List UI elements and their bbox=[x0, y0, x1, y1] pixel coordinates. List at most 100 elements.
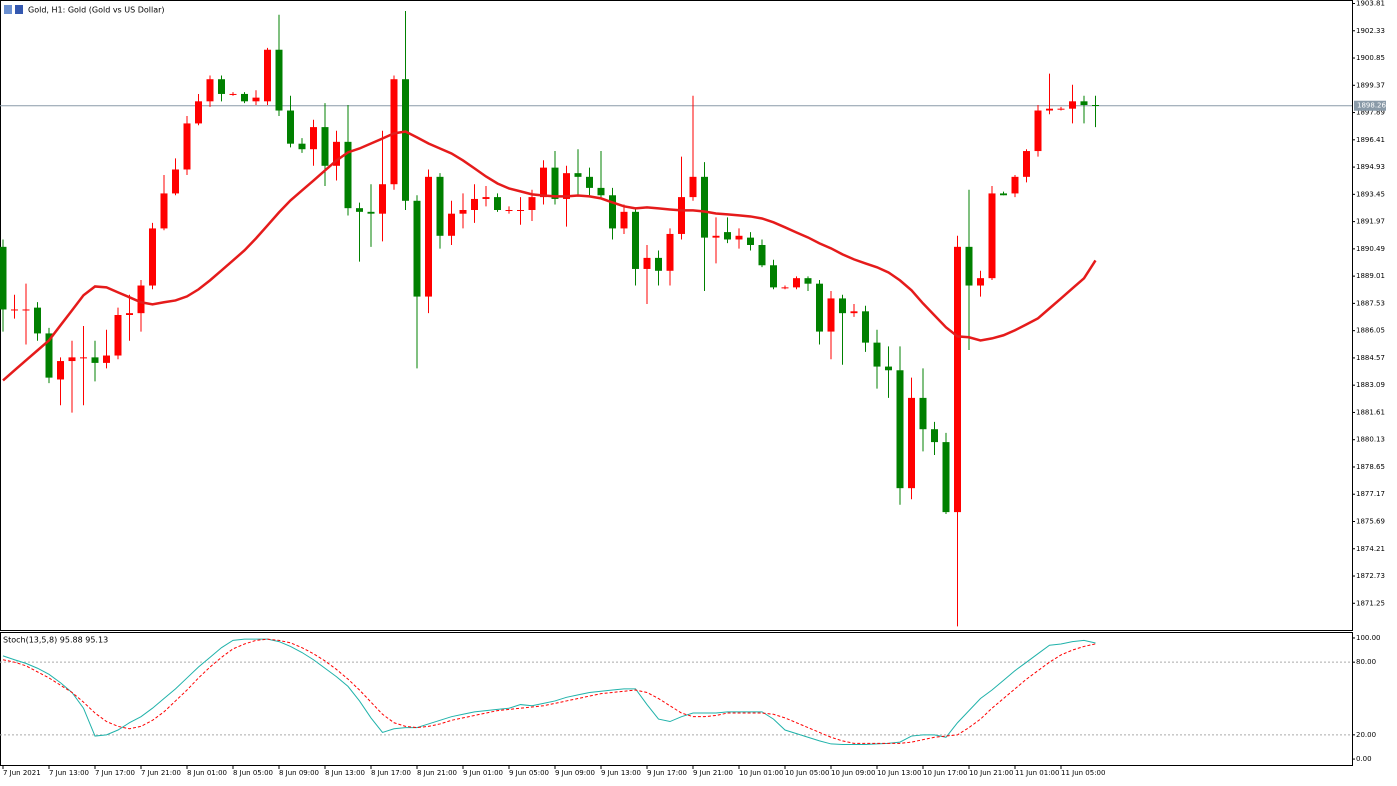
x-tick-label: 10 Jun 05:00 bbox=[785, 769, 829, 777]
candle-body bbox=[724, 232, 731, 240]
x-tick-label: 7 Jun 13:00 bbox=[49, 769, 89, 777]
candle-body bbox=[22, 309, 30, 311]
candle-body bbox=[632, 211, 639, 269]
y-tick-label: 1884.57 bbox=[1356, 354, 1385, 362]
candle-body bbox=[471, 198, 478, 210]
icon bbox=[4, 5, 12, 14]
candle-body bbox=[977, 278, 984, 286]
y-tick-label: 1880.13 bbox=[1356, 436, 1385, 444]
candle-body bbox=[655, 257, 662, 271]
y-tick-label: 1893.45 bbox=[1356, 190, 1385, 198]
x-tick-label: 10 Jun 13:00 bbox=[877, 769, 921, 777]
candle-body bbox=[344, 141, 352, 209]
candle-body bbox=[11, 309, 18, 311]
y-tick-label: 1890.49 bbox=[1356, 245, 1385, 253]
candle-body bbox=[0, 246, 7, 310]
main-frame bbox=[0, 0, 1353, 631]
y-tick-label: 100.00 bbox=[1356, 634, 1381, 642]
x-tick-label: 11 Jun 01:00 bbox=[1015, 769, 1059, 777]
candle-body bbox=[1092, 105, 1099, 106]
y-tick-label: 1891.97 bbox=[1356, 218, 1385, 226]
candle-body bbox=[310, 127, 317, 150]
x-tick-label: 7 Jun 17:00 bbox=[95, 769, 135, 777]
x-tick-label: 9 Jun 21:00 bbox=[693, 769, 733, 777]
candle-body bbox=[379, 184, 386, 214]
candle-body bbox=[908, 397, 915, 489]
x-tick-label: 9 Jun 17:00 bbox=[647, 769, 687, 777]
candle-body bbox=[712, 235, 720, 238]
y-tick-label: 1886.05 bbox=[1356, 327, 1385, 335]
last-price-box bbox=[1354, 100, 1386, 111]
x-tick-label: 8 Jun 21:00 bbox=[417, 769, 457, 777]
y-tick-label: 0.00 bbox=[1356, 755, 1372, 763]
candle-body bbox=[839, 298, 846, 314]
x-tick-label: 8 Jun 01:00 bbox=[187, 769, 227, 777]
candle-body bbox=[494, 197, 501, 210]
y-tick-label: 1877.17 bbox=[1356, 490, 1385, 498]
candle-body bbox=[57, 361, 64, 380]
candle-body bbox=[804, 278, 812, 284]
candle-body bbox=[183, 123, 191, 170]
stoch-line bbox=[2, 638, 1096, 744]
y-tick-label: 1878.65 bbox=[1356, 463, 1385, 471]
candle-body bbox=[609, 195, 616, 229]
candle-body bbox=[873, 342, 881, 367]
y-tick-label: 1875.69 bbox=[1356, 518, 1385, 526]
candle-body bbox=[172, 169, 179, 194]
y-tick-label: 1896.41 bbox=[1356, 136, 1385, 144]
candle-body bbox=[563, 173, 570, 199]
y-tick-label: 1902.33 bbox=[1356, 27, 1385, 35]
candle-body bbox=[781, 287, 789, 289]
stoch-frame bbox=[0, 632, 1353, 766]
candle-body bbox=[126, 313, 133, 315]
candle-body bbox=[666, 233, 674, 271]
candle-body bbox=[770, 265, 777, 288]
candle-body bbox=[735, 235, 743, 240]
candle-body bbox=[436, 176, 444, 236]
candle-body bbox=[747, 237, 754, 245]
y-tick-label: 1872.73 bbox=[1356, 572, 1385, 580]
chart-title: Gold, H1: Gold (Gold vs US Dollar) bbox=[28, 6, 165, 15]
x-tick-label: 7 Jun 21:00 bbox=[141, 769, 181, 777]
candle-body bbox=[689, 176, 697, 198]
candle-body bbox=[942, 442, 950, 513]
candle-body bbox=[459, 210, 467, 214]
candle-body bbox=[701, 176, 708, 238]
candle-body bbox=[827, 298, 835, 332]
candle-body bbox=[34, 307, 41, 334]
y-tick-label: 1897.89 bbox=[1356, 109, 1385, 117]
candle-body bbox=[758, 245, 766, 266]
indicator-title: Stoch(13,5,8) 95.88 95.13 bbox=[3, 636, 108, 645]
x-tick-label: 11 Jun 05:00 bbox=[1061, 769, 1105, 777]
candle-body bbox=[218, 79, 225, 94]
candle-body bbox=[367, 211, 375, 214]
candle-body bbox=[229, 93, 237, 95]
candle-body bbox=[517, 210, 524, 211]
x-tick-label: 7 Jun 2021 bbox=[3, 769, 41, 777]
y-tick-label: 1883.09 bbox=[1356, 381, 1385, 389]
x-tick-label: 8 Jun 05:00 bbox=[233, 769, 273, 777]
candle-body bbox=[425, 176, 432, 297]
x-tick-label: 9 Jun 09:00 bbox=[555, 769, 595, 777]
icon bbox=[15, 5, 23, 14]
candle-body bbox=[678, 197, 685, 234]
candle-body bbox=[1080, 101, 1088, 105]
candle-body bbox=[597, 187, 605, 196]
candle-body bbox=[988, 193, 996, 279]
candle-body bbox=[114, 315, 122, 356]
candle-body bbox=[45, 333, 53, 378]
candle-body bbox=[287, 110, 294, 144]
candle-body bbox=[885, 366, 892, 371]
candle-body bbox=[586, 176, 593, 188]
candle-body bbox=[68, 357, 76, 362]
y-tick-label: 80.00 bbox=[1356, 658, 1376, 666]
last-price-label: 1898.26 bbox=[1357, 102, 1386, 110]
candle-body bbox=[931, 429, 938, 443]
candle-body bbox=[620, 211, 628, 229]
y-tick-label: 1899.37 bbox=[1356, 81, 1385, 89]
candle-body bbox=[149, 228, 156, 286]
candle-body bbox=[298, 143, 306, 150]
candle-body bbox=[954, 246, 961, 513]
candle-body bbox=[862, 311, 869, 343]
